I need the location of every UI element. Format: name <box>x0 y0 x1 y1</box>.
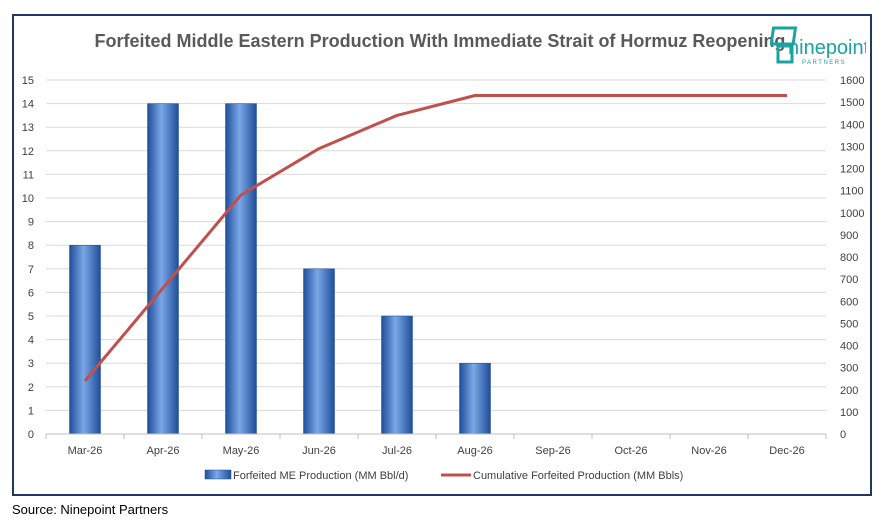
ninepoint-logo: ninepoint PARTNERS <box>770 26 866 66</box>
logo-text: ninepoint <box>788 37 866 59</box>
chart-title: Forfeited Middle Eastern Production With… <box>94 31 786 51</box>
chart-frame <box>12 14 872 496</box>
source-note: Source: Ninepoint Partners <box>12 502 169 517</box>
logo-subtext: PARTNERS <box>802 60 846 66</box>
